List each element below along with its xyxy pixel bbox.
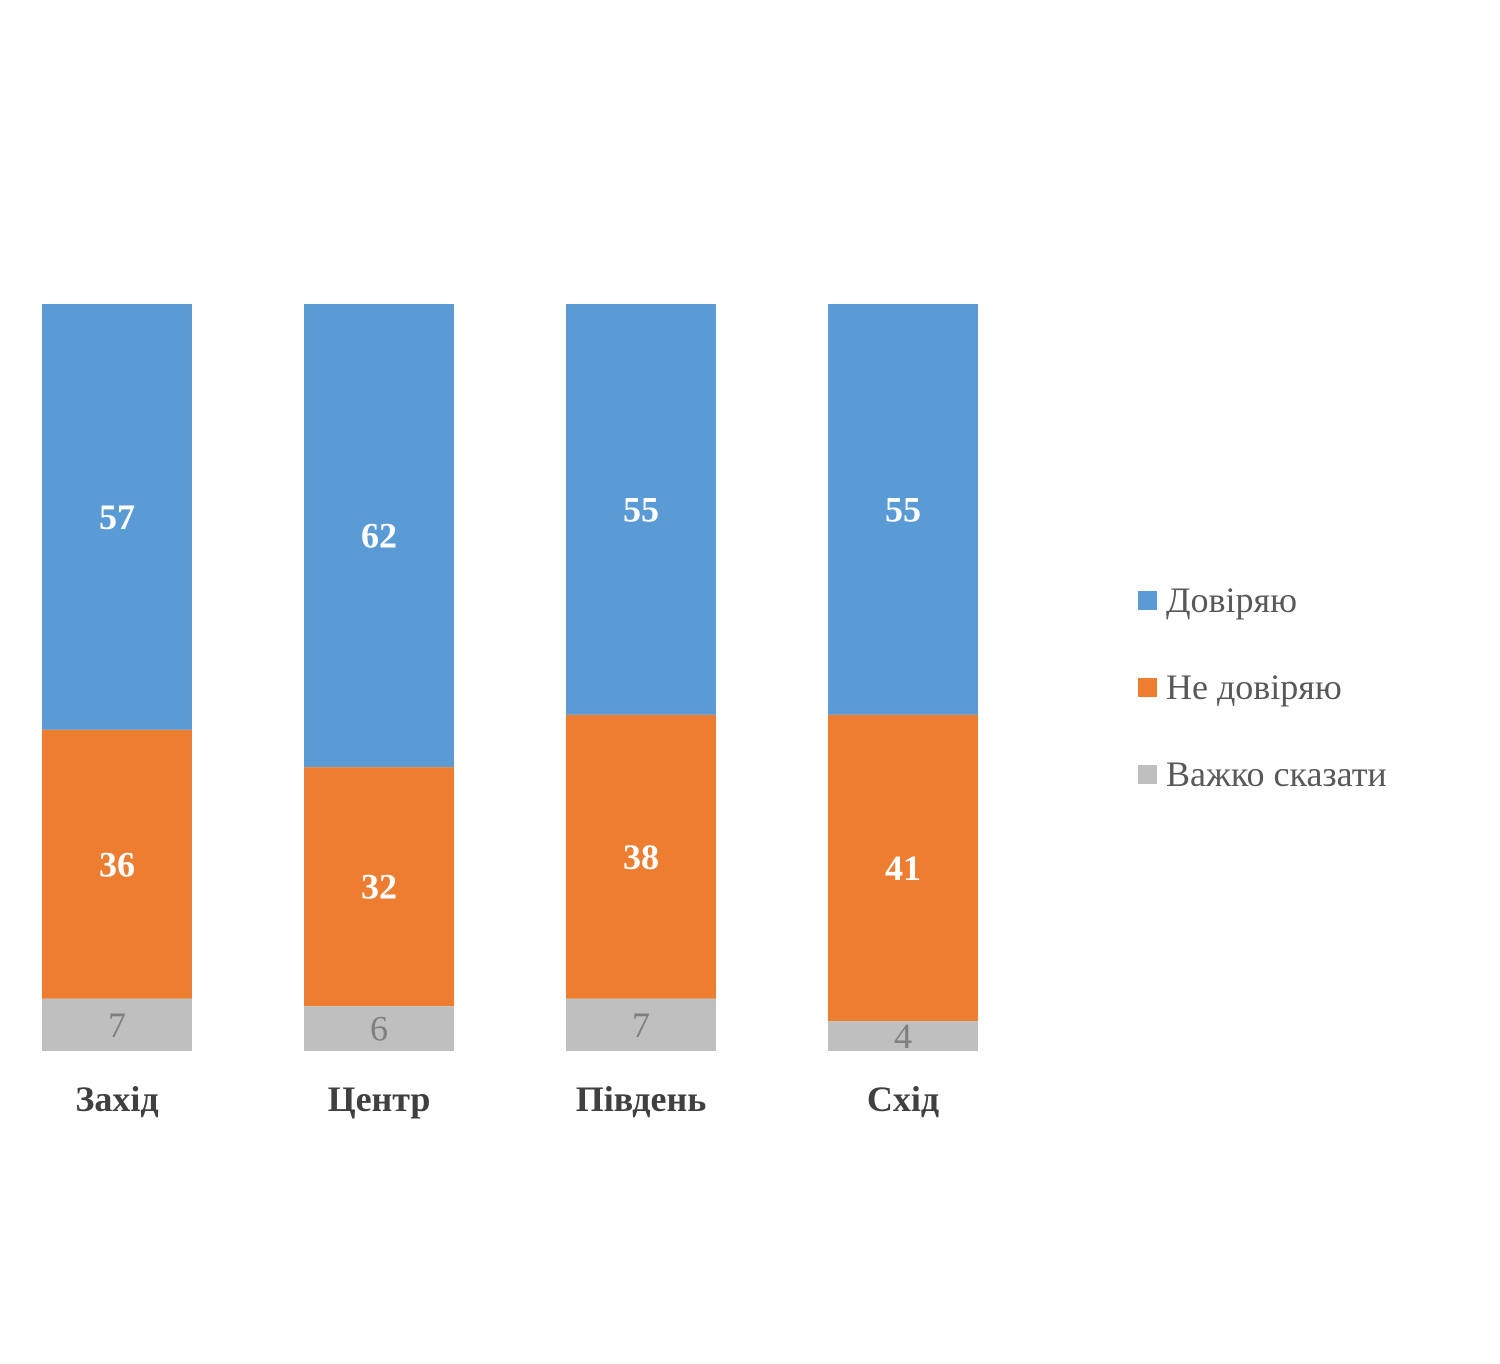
bar-segment-hard-to-say [566, 998, 716, 1051]
category-label: Захід [75, 1079, 158, 1119]
bar-segment-trust [42, 304, 192, 730]
data-label-hard-to-say: 4 [894, 1016, 912, 1056]
bar-segment-distrust [304, 767, 454, 1007]
bar-segment-hard-to-say [304, 1006, 454, 1051]
legend-label-hard-to-say: Важко сказати [1166, 754, 1387, 794]
bar-segment-trust [828, 304, 978, 715]
data-label-trust: 62 [361, 516, 397, 556]
category-label: Центр [328, 1079, 431, 1119]
legend-label-trust: Довіряю [1166, 580, 1298, 620]
bar-segment-hard-to-say [42, 998, 192, 1051]
legend-swatch-trust [1138, 591, 1157, 610]
legend-swatch-hard-to-say [1138, 765, 1157, 784]
data-label-hard-to-say: 7 [632, 1005, 650, 1045]
bar-segment-distrust [566, 714, 716, 999]
data-label-hard-to-say: 6 [370, 1009, 388, 1049]
category-label: Південь [576, 1079, 707, 1119]
bar-segment-trust [566, 304, 716, 715]
data-label-hard-to-say: 7 [108, 1005, 126, 1045]
category-label: Схід [867, 1079, 939, 1119]
data-label-trust: 57 [99, 497, 135, 537]
data-label-trust: 55 [885, 489, 921, 529]
chart-category-labels: Захід Центр Південь Схід [75, 1079, 939, 1119]
chart-bars [42, 304, 978, 1051]
data-label-distrust: 41 [885, 848, 921, 888]
bar-segment-trust [304, 304, 454, 768]
data-label-distrust: 38 [623, 837, 659, 877]
legend-label-distrust: Не довіряю [1166, 667, 1342, 707]
bar-segment-distrust [42, 729, 192, 999]
legend-swatch-distrust [1138, 678, 1157, 697]
chart-data-labels: 57 36 7 62 32 6 55 38 7 55 41 4 [99, 489, 921, 1056]
data-label-distrust: 36 [99, 844, 135, 884]
bar-segment-distrust [828, 714, 978, 1022]
data-label-distrust: 32 [361, 867, 397, 907]
bar-segment-hard-to-say [828, 1021, 978, 1051]
data-label-trust: 55 [623, 489, 659, 529]
